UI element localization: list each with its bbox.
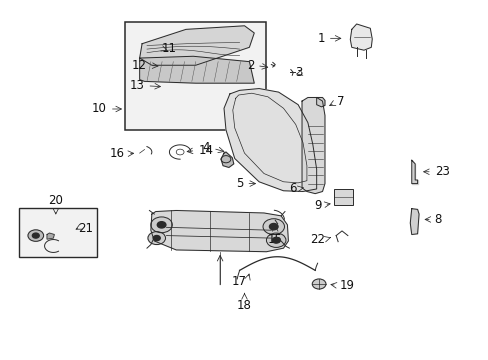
Text: 4: 4	[203, 141, 210, 154]
Circle shape	[263, 219, 284, 234]
Circle shape	[266, 233, 285, 247]
Text: 2: 2	[246, 59, 254, 72]
Text: 8: 8	[434, 213, 441, 226]
Circle shape	[28, 230, 43, 241]
Circle shape	[148, 231, 165, 244]
Polygon shape	[224, 89, 316, 192]
Circle shape	[272, 237, 280, 243]
Text: 22: 22	[309, 233, 325, 246]
Circle shape	[312, 279, 325, 289]
Text: 3: 3	[295, 66, 303, 79]
Circle shape	[157, 222, 165, 228]
Text: 12: 12	[132, 59, 147, 72]
Polygon shape	[409, 209, 418, 234]
Polygon shape	[316, 98, 325, 107]
Circle shape	[153, 235, 160, 241]
Bar	[125, 22, 266, 130]
Text: 10: 10	[92, 103, 107, 116]
Polygon shape	[47, 233, 54, 239]
Polygon shape	[302, 98, 325, 194]
Text: 18: 18	[237, 299, 251, 312]
Text: 6: 6	[288, 183, 296, 195]
Text: 13: 13	[129, 79, 144, 92]
Polygon shape	[349, 24, 371, 50]
Text: 16: 16	[110, 147, 125, 160]
Text: 1: 1	[317, 32, 325, 45]
Text: 21: 21	[78, 222, 93, 235]
Circle shape	[151, 217, 172, 233]
Circle shape	[32, 233, 39, 238]
Text: 17: 17	[231, 275, 246, 288]
Text: 15: 15	[267, 233, 282, 246]
Text: 9: 9	[313, 199, 321, 212]
Polygon shape	[140, 26, 254, 65]
Polygon shape	[151, 211, 288, 252]
Text: 11: 11	[161, 42, 176, 55]
Polygon shape	[140, 56, 254, 83]
Text: 20: 20	[48, 194, 63, 207]
Text: 23: 23	[434, 165, 448, 178]
Bar	[19, 208, 97, 257]
Polygon shape	[221, 152, 233, 167]
Text: 7: 7	[336, 95, 344, 108]
Bar	[333, 189, 352, 205]
Text: 5: 5	[236, 177, 243, 190]
Text: 19: 19	[339, 279, 354, 292]
Polygon shape	[411, 160, 417, 184]
Text: 14: 14	[198, 144, 213, 157]
Circle shape	[269, 224, 278, 230]
